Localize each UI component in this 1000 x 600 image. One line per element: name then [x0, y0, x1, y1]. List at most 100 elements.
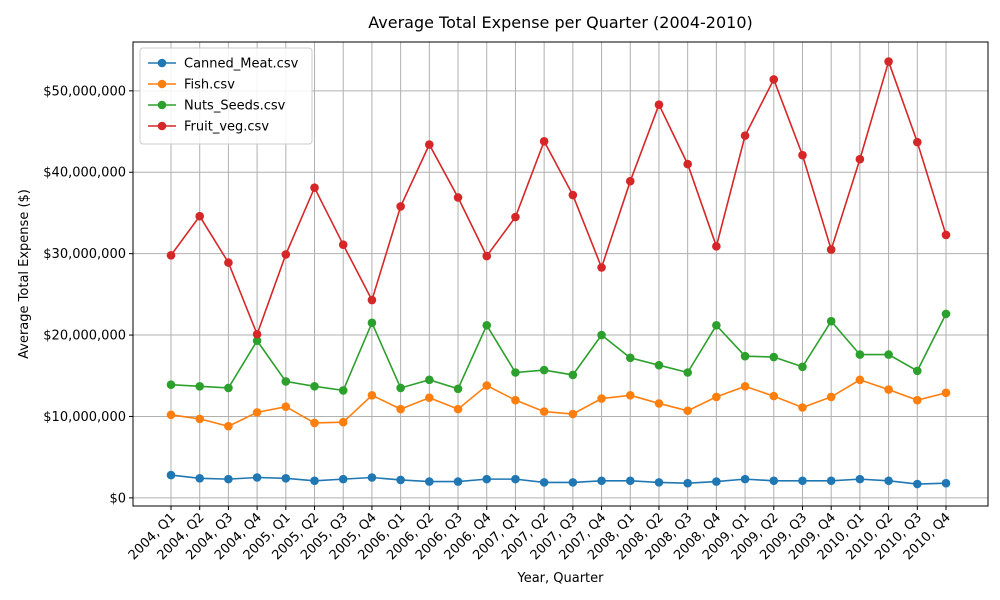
data-point	[195, 414, 205, 424]
data-point	[683, 478, 692, 488]
data-point	[625, 176, 635, 186]
data-point	[568, 409, 578, 419]
data-point	[539, 407, 549, 416]
data-point	[568, 190, 578, 200]
data-point	[310, 418, 319, 428]
series-nuts-seeds-csv	[166, 309, 951, 395]
legend-label: Fruit_veg.csv	[184, 120, 269, 135]
data-point	[654, 478, 664, 487]
series-fruit-veg-csv	[166, 57, 951, 339]
data-point	[281, 474, 291, 483]
data-point	[884, 350, 893, 359]
legend-label: Canned_Meat.csv	[184, 57, 299, 72]
data-point	[367, 318, 377, 328]
plot-area-frame	[132, 41, 989, 507]
series-line	[170, 58, 947, 337]
data-point	[654, 100, 664, 109]
data-point	[195, 474, 205, 483]
y-tick-label: $40,000,000	[43, 166, 126, 181]
data-point	[310, 382, 319, 391]
data-point	[884, 57, 893, 66]
data-point	[367, 295, 377, 305]
data-point	[941, 388, 951, 398]
data-point	[912, 479, 922, 489]
data-point	[166, 470, 176, 480]
legend-swatch-marker	[157, 58, 167, 68]
data-point	[625, 390, 635, 400]
data-point	[826, 392, 836, 402]
legend-box	[139, 47, 313, 145]
legend-item: Canned_Meat.csv	[148, 57, 299, 72]
data-point	[482, 251, 492, 261]
data-point	[310, 183, 319, 193]
data-point	[855, 375, 865, 385]
data-point	[453, 477, 463, 486]
data-point	[482, 474, 492, 484]
data-point	[683, 159, 692, 169]
y-tick-label: $20,000,000	[43, 329, 126, 344]
data-point	[740, 382, 750, 391]
data-point	[912, 395, 922, 405]
data-point	[712, 392, 721, 402]
series-fish-csv	[166, 375, 951, 431]
data-point	[712, 320, 721, 330]
data-point	[166, 380, 176, 390]
data-point	[453, 193, 463, 202]
legend-swatch-marker	[157, 79, 167, 89]
data-point	[798, 403, 807, 412]
data-point	[855, 154, 865, 164]
data-point	[826, 476, 836, 486]
data-point	[511, 368, 520, 377]
data-point	[597, 263, 606, 272]
legend-item: Fish.csv	[148, 78, 235, 93]
data-point	[224, 258, 233, 267]
data-point	[625, 476, 635, 486]
data-point	[396, 383, 405, 393]
x-axis-label: Year, Quarter	[516, 571, 604, 586]
legend-item: Fruit_veg.csv	[148, 120, 269, 135]
data-point	[281, 250, 291, 259]
data-point	[166, 250, 176, 260]
data-point	[597, 394, 606, 403]
data-point	[568, 370, 578, 380]
data-point	[396, 475, 405, 485]
data-point	[597, 476, 606, 486]
data-point	[568, 478, 578, 487]
data-point	[941, 478, 951, 488]
data-point	[855, 474, 865, 484]
data-point	[195, 211, 205, 221]
data-point	[769, 476, 779, 486]
data-point	[798, 150, 807, 160]
data-point	[798, 362, 807, 372]
series-canned-meat-csv	[166, 470, 951, 489]
data-point	[281, 402, 291, 411]
data-point	[769, 352, 779, 362]
series-line	[170, 378, 947, 428]
data-point	[482, 320, 492, 330]
legend: Canned_Meat.csv Fish.csv Nuts_Seeds.csv Fru…	[139, 47, 313, 145]
data-point	[712, 242, 721, 251]
data-point	[769, 75, 779, 84]
data-point	[338, 386, 348, 395]
legend-label: Fish.csv	[184, 78, 235, 93]
data-point	[396, 202, 405, 211]
data-point	[740, 474, 750, 484]
y-tick-label: $30,000,000	[43, 247, 126, 262]
data-point	[166, 410, 176, 420]
data-point	[912, 366, 922, 376]
data-point	[367, 473, 377, 482]
data-point	[224, 383, 233, 393]
legend-swatch-marker	[157, 100, 167, 110]
data-point	[884, 476, 893, 486]
y-axis: $0 $10,000,000 $20,000,000 $30,000,000 $40,0…	[43, 84, 133, 506]
data-point	[425, 477, 434, 486]
data-point	[281, 377, 291, 386]
chart-title: Average Total Expense per Quarter (2004-…	[368, 13, 752, 32]
legend-swatch-marker	[157, 121, 167, 131]
data-point	[511, 474, 520, 484]
data-point	[740, 351, 750, 361]
data-point	[884, 385, 893, 394]
data-point	[683, 368, 692, 377]
data-point	[740, 131, 750, 140]
